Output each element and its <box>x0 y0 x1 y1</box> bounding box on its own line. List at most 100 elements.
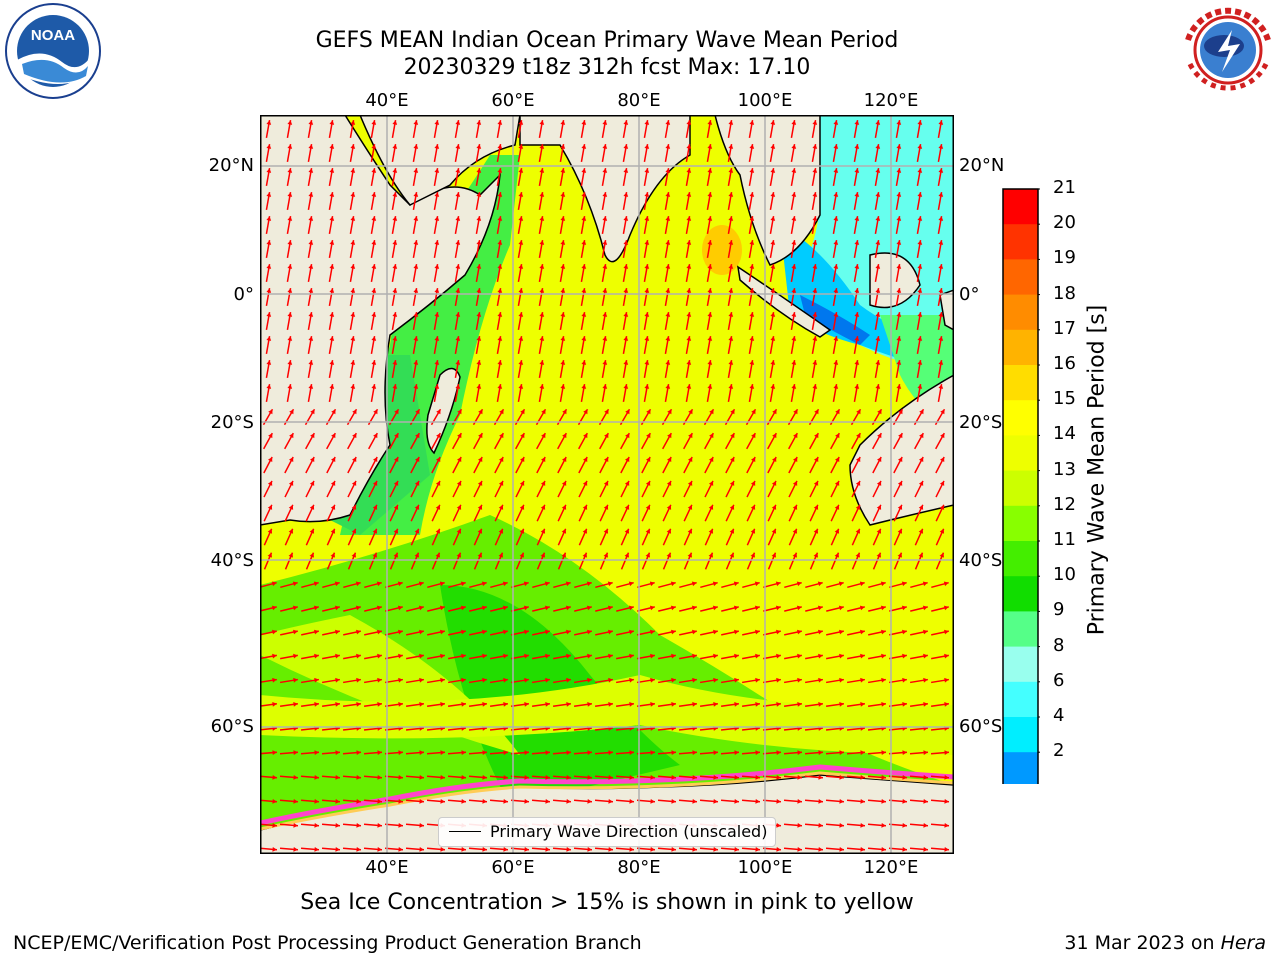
colorbar-segment <box>1003 365 1038 401</box>
wave-arrow-head <box>671 701 676 707</box>
colorbar-segment <box>1003 224 1038 260</box>
wave-arrow-head <box>502 581 508 587</box>
map-panel <box>260 115 954 854</box>
wave-arrow-head <box>898 457 903 463</box>
wave-arrow-head <box>776 701 781 707</box>
wave-arrow-head <box>855 528 861 534</box>
wave-arrow-head <box>602 336 608 341</box>
wave-arrow-head <box>875 144 881 149</box>
wave-arrow-head <box>350 360 356 365</box>
wave-arrow-head <box>455 360 461 365</box>
wave-arrow-head <box>272 750 277 755</box>
wave-arrow-head <box>603 552 608 558</box>
wave-arrow-head <box>518 360 524 365</box>
colorbar-tick-label: 14 <box>1053 423 1076 445</box>
wave-arrow-head <box>371 144 377 149</box>
wave-arrow-head <box>351 504 357 510</box>
wave-arrow-head <box>791 336 797 341</box>
wave-arrow-head <box>350 168 356 173</box>
wave-arrow-head <box>707 384 713 389</box>
wave-arrow-head <box>266 216 272 221</box>
wave-arrow-head <box>666 552 671 558</box>
wave-arrow-head <box>854 384 860 389</box>
wave-arrow-head <box>629 847 634 852</box>
wave-arrow-head <box>497 192 503 197</box>
lat-label-right-60s: 60°S <box>959 716 1003 737</box>
wave-arrow-head <box>583 409 588 415</box>
wave-arrow-head <box>392 384 398 389</box>
wave-arrow-head <box>476 360 482 365</box>
wave-arrow-head <box>917 264 923 269</box>
wave-arrow-head <box>818 775 823 780</box>
wave-arrow-head <box>266 192 272 197</box>
wave-arrow-head <box>624 504 630 510</box>
wave-arrow-head <box>854 168 860 173</box>
wave-arrow-head <box>734 847 739 852</box>
wave-arrow-head <box>625 433 630 439</box>
wave-arrow-head <box>314 701 319 707</box>
wave-arrow-head <box>394 457 399 463</box>
wave-arrow-head <box>544 581 550 587</box>
map-frame <box>260 115 954 854</box>
wave-arrow-head <box>498 528 504 534</box>
wave-arrow-head <box>665 120 671 125</box>
wave-arrow-head <box>541 433 546 439</box>
wave-arrow-head <box>314 847 319 852</box>
wave-arrow-head <box>755 677 760 683</box>
wave-arrow-head <box>686 144 692 149</box>
wave-arrow-head <box>461 629 466 635</box>
wave-arrow-head <box>371 264 377 269</box>
wave-arrow-head <box>754 581 760 587</box>
map-legend: Primary Wave Direction (unscaled) <box>438 817 776 847</box>
wave-arrow-head <box>728 264 734 269</box>
colorbar-segment <box>1003 400 1038 436</box>
wave-arrow-head <box>644 288 650 293</box>
wave-arrow-head <box>939 504 945 510</box>
wave-arrow-head <box>671 750 676 755</box>
wave-arrow-head <box>287 336 293 341</box>
wave-arrow-head <box>834 552 839 558</box>
wave-arrow-head <box>455 264 461 269</box>
wave-arrow-head <box>287 192 293 197</box>
wave-arrow-head <box>561 480 567 486</box>
land-new-guinea <box>939 289 954 331</box>
wave-arrow-head <box>477 528 483 534</box>
wave-arrow-head <box>918 504 924 510</box>
noaa-logo-text: NOAA <box>31 27 75 44</box>
wave-arrow-head <box>602 360 608 365</box>
wave-arrow-head <box>728 240 734 245</box>
wave-arrow-head <box>818 653 823 659</box>
wave-arrow-head <box>938 336 944 341</box>
wave-arrow-head <box>734 701 739 707</box>
wave-arrow-head <box>881 677 886 683</box>
colorbar-tick-label: 21 <box>1053 177 1076 198</box>
wave-arrow-head <box>650 799 655 804</box>
colorbar-tick-label: 11 <box>1053 529 1076 550</box>
wave-arrow-head <box>728 384 734 389</box>
wave-arrow-head <box>267 528 273 534</box>
wave-arrow-head <box>791 288 797 293</box>
wave-arrow-head <box>455 336 461 341</box>
wave-arrow-head <box>604 409 609 415</box>
wave-arrow-head <box>875 384 881 389</box>
sea-ice-edge-inner <box>260 771 954 831</box>
wave-arrow-head <box>434 192 440 197</box>
wave-arrow-head <box>292 581 298 587</box>
wave-arrow-head <box>734 653 739 659</box>
wave-arrow-head <box>792 504 798 510</box>
wave-arrow-head <box>371 192 377 197</box>
wave-arrow-head <box>917 360 923 365</box>
wave-arrow-head <box>377 799 382 804</box>
wave-arrow-head <box>733 605 739 611</box>
wave-arrow-head <box>791 144 797 149</box>
wave-arrow-head <box>603 528 609 534</box>
wave-arrow-head <box>938 168 944 173</box>
wave-arrow-head <box>833 360 839 365</box>
wave-arrow-head <box>833 336 839 341</box>
wave-arrow-head <box>733 581 739 587</box>
wave-arrow-head <box>587 653 592 659</box>
wave-arrow-head <box>665 216 671 221</box>
wave-arrow-head <box>939 528 945 534</box>
wave-arrow-head <box>602 120 608 125</box>
wave-arrow-head <box>667 433 672 439</box>
